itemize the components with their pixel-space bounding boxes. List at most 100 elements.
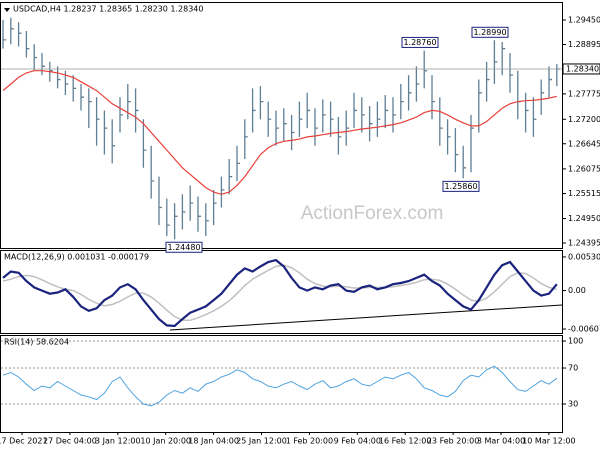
price-bar: [80, 83, 84, 111]
price-bar: [509, 53, 513, 93]
rsi-title: RSI(14) 58.6204: [4, 338, 69, 347]
price-bar: [423, 50, 428, 89]
price-bar: [470, 114, 474, 173]
annotation-label: 1.25860: [444, 182, 477, 191]
price-label-box: [562, 63, 600, 75]
annotation-label: 1.28760: [403, 38, 436, 47]
y-tick-label: 1.26075: [568, 164, 600, 173]
price-bar: [532, 97, 537, 137]
price-bar: [189, 185, 194, 221]
price-bar: [290, 114, 295, 151]
price-bar: [376, 101, 381, 137]
price-bar: [298, 101, 303, 137]
y-tick-label: 1.28895: [568, 40, 600, 49]
price-bar: [329, 101, 334, 137]
price-bar: [267, 101, 272, 137]
price-bar: [166, 198, 170, 237]
price-bar: [454, 128, 459, 173]
annotation-box: [471, 26, 509, 38]
price-bar: [485, 61, 490, 102]
price-bar: [524, 92, 529, 133]
price-bar: [205, 203, 209, 237]
price-bar: [493, 40, 498, 84]
price-bar: [111, 119, 116, 164]
x-tick-label: 25 Jan 12:00: [236, 437, 287, 446]
price-bar: [353, 92, 357, 129]
x-tick-label: 18 Jan 04:00: [188, 437, 239, 446]
y-tick-label: 1.24950: [568, 214, 600, 223]
y-tick-label: 1.26645: [568, 139, 600, 148]
annotation-box: [165, 241, 203, 253]
price-bar: [134, 88, 139, 133]
price-bar: [127, 83, 131, 120]
y-tick-label: 0.00: [568, 286, 586, 295]
price-bar: [501, 42, 506, 76]
price-bar: [400, 83, 404, 120]
y-tick-label: 1.29450: [568, 16, 600, 25]
price-bar: [275, 110, 279, 146]
y-tick-label: 1.24395: [568, 239, 600, 248]
x-tick-label: 16 Feb 12:00: [379, 437, 431, 446]
price-bar: [56, 66, 61, 89]
menu-arrow: [4, 8, 10, 12]
price-bar: [314, 108, 318, 146]
price-bar: [345, 110, 350, 146]
trendline: [169, 304, 563, 331]
x-tick-label: 3 Mar 04:00: [477, 437, 525, 446]
price-bar: [95, 97, 100, 146]
rsi-panel: [0, 335, 563, 433]
price-bar: [306, 92, 311, 129]
price-bar: [33, 44, 38, 71]
price-bar: [462, 145, 467, 179]
price-bar: [25, 31, 30, 58]
price-bar: [17, 22, 22, 47]
price-bar: [407, 75, 412, 111]
price-bar: [236, 145, 240, 182]
price-bar: [283, 108, 287, 142]
price-bar: [392, 97, 396, 133]
price-bar: [88, 88, 92, 129]
price-bar: [439, 97, 443, 146]
series-line: [2, 258, 558, 328]
price-bar: [150, 145, 155, 199]
annotation-label: 1.28990: [473, 28, 506, 37]
x-tick-label: 1 Feb 20:00: [286, 437, 333, 446]
macd-panel: [0, 250, 563, 334]
price-bar: [142, 119, 147, 168]
x-tick-label: 9 Feb 04:00: [334, 437, 381, 446]
price-label: 1.28340: [566, 64, 599, 73]
price-bar: [244, 119, 248, 159]
y-tick-label: 30: [568, 400, 578, 409]
price-bar: [103, 110, 108, 155]
price-bar: [361, 97, 365, 133]
x-tick-label: 27 Dec 04:00: [43, 437, 97, 446]
price-bar: [158, 176, 162, 226]
y-tick-label: 100: [568, 337, 583, 346]
price-bar: [2, 20, 6, 49]
annotation-box: [442, 180, 480, 192]
price-bar: [41, 53, 45, 76]
price-bar: [478, 79, 482, 133]
price-bar: [197, 196, 201, 232]
price-bar: [431, 75, 435, 120]
price-bar: [415, 66, 420, 102]
price-bar: [540, 79, 545, 115]
y-tick-label: 1.27775: [568, 89, 600, 98]
price-bar: [446, 119, 451, 155]
y-tick-label: 1.25515: [568, 189, 600, 198]
price-bar: [228, 158, 233, 195]
price-bar: [251, 88, 256, 133]
series-line: [2, 365, 558, 407]
x-tick-label: 10 Jan 20:00: [140, 437, 191, 446]
macd-title: MACD(12,26,9) 0.001031 -0.000179: [4, 253, 149, 262]
price-bar: [259, 86, 264, 120]
y-tick-label: -0.006074: [568, 325, 600, 334]
price-bar: [212, 189, 217, 226]
x-tick-label: 17 Dec 2021: [0, 437, 48, 446]
price-bar: [384, 95, 389, 129]
price-bar: [10, 17, 14, 45]
x-tick-label: 23 Feb 20:00: [427, 437, 479, 446]
price-bar: [173, 203, 178, 240]
annotation-box: [401, 36, 439, 48]
